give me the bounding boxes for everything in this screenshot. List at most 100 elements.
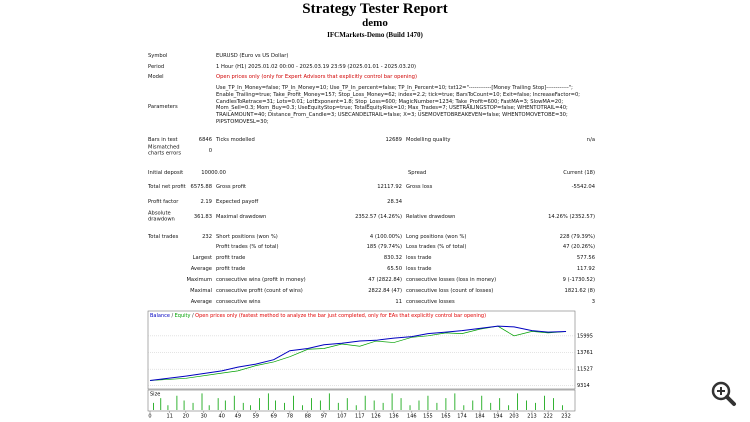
x-tick-label: 136: [389, 414, 399, 420]
stat-value: 65.50: [387, 265, 402, 272]
legend-entry: Balance: [150, 313, 170, 319]
stat-value: 577.56: [576, 254, 595, 261]
stat-label: Absolute drawdown: [148, 210, 175, 223]
x-tick-label: 88: [305, 414, 311, 420]
y-tick-label: 13761: [577, 350, 593, 356]
stat-value: Current (18): [563, 169, 595, 176]
stat-value: 117.92: [576, 265, 595, 272]
stat-label: Initial deposit: [148, 169, 184, 176]
x-tick-label: 203: [509, 414, 519, 420]
stat-label: profit trade: [216, 254, 246, 261]
stat-label: Profit trades (% of total): [216, 243, 279, 250]
x-tick-label: 97: [321, 414, 327, 420]
stat-label: Bars in test: [148, 136, 178, 143]
stat-value: 12689: [385, 136, 402, 143]
info-label: Model: [148, 73, 164, 80]
stat-label: loss trade: [406, 265, 432, 272]
x-tick-label: 165: [441, 414, 451, 420]
legend: Balance / Equity / Open prices only (fastest…: [150, 313, 486, 319]
x-tick-label: 222: [543, 414, 553, 420]
x-tick-label: 126: [371, 414, 381, 420]
stat-value: 361.83: [193, 213, 212, 220]
x-tick-label: 232: [561, 414, 571, 420]
stat-value: 10000.00: [201, 169, 226, 176]
stat-label: consecutive loss (count of losses): [406, 287, 494, 294]
stat-value: 4 (100.00%): [369, 233, 402, 240]
x-tick-label: 69: [271, 414, 277, 420]
stat-value: 2.19: [200, 198, 212, 205]
stat-value: 6575.88: [190, 183, 212, 190]
stat-value: Average: [190, 298, 212, 305]
x-tick-label: 194: [493, 414, 503, 420]
x-tick-label: 0: [148, 414, 151, 420]
server-name: IFCMarkets-Demo (Build 1470): [327, 31, 423, 39]
x-tick-label: 146: [407, 414, 417, 420]
size-frame: [147, 389, 576, 412]
stat-label: Maximal drawdown: [216, 213, 267, 220]
info-label: Period: [148, 63, 165, 70]
legend-entry: Equity: [175, 313, 191, 319]
stat-label: Profit factor: [148, 198, 179, 205]
x-tick-label: 20: [183, 414, 189, 420]
report-title: Strategy Tester Report: [302, 1, 448, 17]
stat-label: consecutive profit (count of wins): [216, 287, 303, 294]
stat-value: 28.34: [387, 198, 402, 205]
stat-label: Relative drawdown: [406, 213, 456, 220]
stat-value: 2822.84 (47): [368, 287, 402, 294]
legend-separator: /: [192, 313, 194, 319]
legend-entry: Open prices only (fastest method to anal…: [195, 313, 486, 319]
balance-line: [149, 325, 567, 382]
y-tick-label: 11527: [577, 367, 593, 373]
info-value: 1 Hour (H1) 2025.01.02 00:00 - 2025.03.1…: [216, 63, 417, 70]
stat-value: Maximal: [190, 287, 212, 294]
stat-label: Loss trades (% of total): [406, 243, 467, 250]
stat-value: 232: [202, 233, 212, 240]
x-tick-label: 59: [253, 414, 259, 420]
stat-value: 9 (-1730.52): [562, 276, 595, 283]
stat-label: Expected payoff: [216, 198, 259, 205]
report-subtitle: demo: [362, 17, 388, 29]
stat-label: Long positions (won %): [406, 233, 467, 240]
stat-label: loss trade: [406, 254, 432, 261]
stat-label: Modelling quality: [406, 136, 451, 143]
parameters-line: CandlesToRetrace=31; Lots=0.01; LotExpon…: [216, 98, 564, 105]
x-tick-label: 117: [355, 414, 365, 420]
info-value: EURUSD (Euro vs US Dollar): [216, 52, 289, 59]
stat-value: 47 (20.26%): [562, 243, 595, 250]
parameters-label: Parameters: [148, 103, 178, 110]
stat-value: 47 (2822.84): [368, 276, 402, 283]
y-tick-label: 15995: [577, 333, 593, 339]
stat-label: consecutive wins: [216, 298, 261, 305]
stat-value: 1821.62 (8): [564, 287, 595, 294]
stat-label: Spread: [408, 169, 427, 176]
stat-value: -5542.04: [571, 183, 595, 190]
stat-label: Gross profit: [216, 183, 247, 190]
x-tick-label: 174: [457, 414, 467, 420]
parameters-line: TRAILAMOUNT=40; Distance_From_Candle=3; …: [216, 111, 568, 118]
plot-frame: [147, 310, 576, 390]
stat-value: Average: [190, 265, 212, 272]
stat-label: Total trades: [148, 233, 179, 240]
stat-label: consecutive wins (profit in money): [216, 276, 306, 283]
parameters-line: Mom_Sell=0.3; Mom_Buy=0.3; UseEquityStop…: [216, 105, 568, 112]
parameters-line: Use_TP_In_Money=false; TP_In_Money=10; U…: [216, 84, 573, 91]
info-label: Symbol: [148, 52, 168, 59]
stat-label: Mismatched charts errors: [148, 144, 182, 157]
stat-value: 6846: [198, 136, 212, 143]
x-tick-label: 155: [423, 414, 433, 420]
stat-value: 3: [591, 298, 595, 305]
stat-label: Short positions (won %): [216, 233, 278, 240]
stat-value: n/a: [586, 136, 595, 143]
stat-value: 228 (79.39%): [559, 233, 595, 240]
x-tick-label: 49: [235, 414, 241, 420]
stat-value: 2352.57 (14.26%): [355, 213, 402, 220]
zoom-icon[interactable]: [711, 381, 736, 406]
stat-value: 14.26% (2352.57): [548, 213, 595, 220]
y-tick-label: 9314: [577, 383, 590, 389]
stat-value: 0: [208, 147, 212, 154]
stat-value: 11: [395, 298, 402, 305]
stat-label: Total net profit: [148, 183, 186, 190]
x-tick-label: 184: [475, 414, 485, 420]
info-value: Open prices only (only for Expert Adviso…: [216, 73, 417, 80]
size-label: Size: [150, 392, 160, 398]
